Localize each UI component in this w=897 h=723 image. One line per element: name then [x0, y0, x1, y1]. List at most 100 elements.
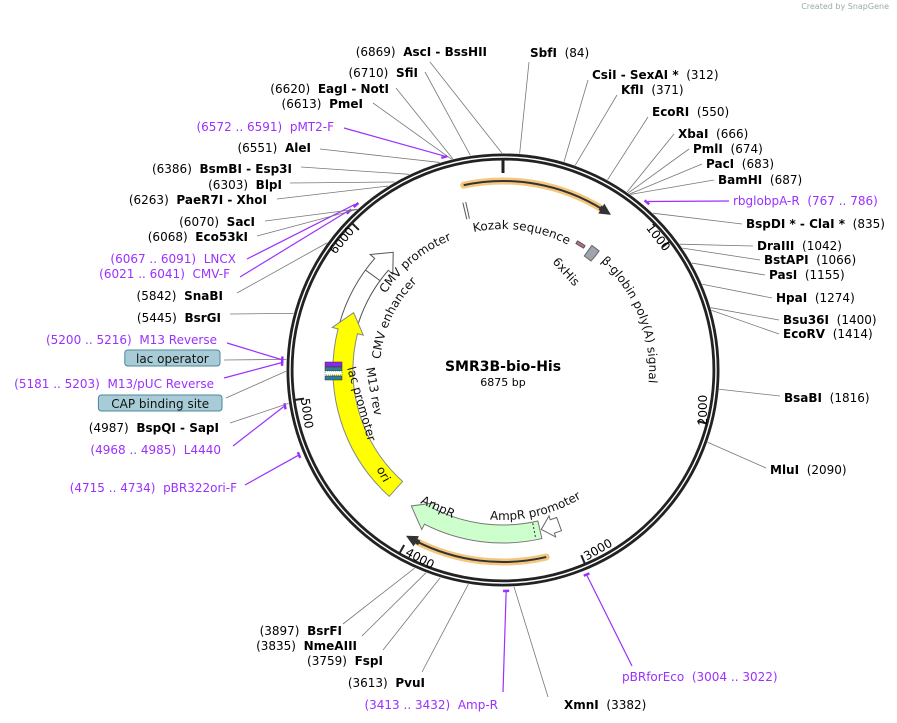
- enzyme-site[interactable]: (6710) SfiI: [348, 66, 418, 80]
- leader-line: [229, 312, 294, 315]
- primer-site[interactable]: (6067 .. 6091) LNCX: [110, 252, 236, 266]
- spacer: [799, 463, 807, 477]
- site-label: (5445) BsrGI: [137, 311, 221, 325]
- enzyme-site[interactable]: PmlI (674): [693, 142, 763, 156]
- primer-site[interactable]: (4715 .. 4734) pBR322ori-F: [70, 481, 237, 495]
- site-location: (6070): [179, 215, 219, 229]
- site-label: XbaI (666): [678, 127, 748, 141]
- feature-label-kozak: Kozak sequence: [472, 218, 573, 248]
- primer-site[interactable]: rbglobpA-R (767 .. 786): [733, 194, 878, 208]
- leader-line: [276, 185, 388, 200]
- primer-site[interactable]: (6021 .. 6041) CMV-F: [99, 267, 230, 281]
- primer-site[interactable]: pBRforEco (3004 .. 3022): [622, 670, 778, 684]
- site-location: (835): [853, 217, 885, 231]
- spacer: [684, 670, 692, 684]
- enzyme-site[interactable]: (6068) Eco53kI: [148, 230, 248, 244]
- feature-site[interactable]: lac operator: [124, 349, 221, 367]
- feature-site[interactable]: CAP binding site: [97, 394, 223, 412]
- primer-site[interactable]: (6572 .. 6591) pMT2-F: [196, 120, 334, 134]
- enzyme-site[interactable]: PacI (683): [706, 157, 774, 171]
- spacer: [829, 313, 837, 327]
- site-label: (6620) EagI - NotI: [270, 82, 389, 96]
- site-label: EcoRI (550): [652, 105, 729, 119]
- leader-line: [586, 575, 633, 667]
- site-name: pBRforEco: [622, 670, 684, 684]
- spacer: [557, 46, 565, 60]
- enzyme-site[interactable]: XbaI (666): [678, 127, 748, 141]
- primer-site[interactable]: (5181 .. 5203) M13/pUC Reverse: [14, 377, 214, 391]
- site-name: NmeAIII: [304, 639, 357, 653]
- spacer: [196, 252, 204, 266]
- enzyme-site[interactable]: EcoRV (1414): [783, 327, 873, 341]
- enzyme-site[interactable]: (3613) PvuI: [348, 676, 425, 690]
- enzyme-site[interactable]: (3897) BsrFI: [260, 624, 342, 638]
- enzyme-site[interactable]: BspDI * - ClaI * (835): [746, 217, 885, 231]
- enzyme-site[interactable]: BamHI (687): [718, 173, 802, 187]
- leader-line: [629, 163, 703, 195]
- site-label: (6572 .. 6591) pMT2-F: [196, 120, 334, 134]
- enzyme-site[interactable]: XmnI (3382): [564, 698, 646, 712]
- plasmid-length: 6875 bp: [480, 376, 525, 389]
- site-name: BsaBI: [784, 391, 822, 405]
- site-name: XmnI: [564, 698, 599, 712]
- enzyme-site[interactable]: (3759) FspI: [307, 654, 383, 668]
- enzyme-site[interactable]: CsiI - SexAI * (312): [592, 68, 719, 82]
- enzyme-site[interactable]: (4987) BspQI - SapI: [89, 421, 219, 435]
- enzyme-site[interactable]: MluI (2090): [770, 463, 847, 477]
- site-location: (6572 .. 6591): [196, 120, 282, 134]
- site-labels: SbfI (84)CsiI - SexAI * (312)KflI (371) E…: [14, 45, 885, 712]
- primer-site[interactable]: (5200 .. 5216) M13 Reverse: [46, 333, 217, 347]
- site-label: HpaI (1274): [776, 291, 855, 305]
- site-label: (6613) PmeI: [282, 97, 363, 111]
- site-name: BsrFI: [307, 624, 342, 638]
- enzyme-site[interactable]: (6386) BsmBI - Esp3I: [152, 162, 292, 176]
- leader-line: [707, 441, 767, 469]
- feature-box-label: CAP binding site: [111, 397, 209, 411]
- site-name: M13 Reverse: [139, 333, 217, 347]
- leader-line: [626, 133, 675, 193]
- enzyme-site[interactable]: (6070) SacI: [179, 215, 255, 229]
- leader-line: [702, 283, 773, 299]
- leader-line: [226, 342, 282, 361]
- spacer: [825, 327, 833, 341]
- spacer: [450, 698, 458, 712]
- enzyme-site[interactable]: Bsu36I (1400): [783, 313, 877, 327]
- site-name: PacI: [706, 157, 734, 171]
- enzyme-site[interactable]: EcoRI (550): [652, 105, 729, 119]
- enzyme-site[interactable]: BsaBI (1816): [784, 391, 870, 405]
- site-name: SacI: [227, 215, 255, 229]
- leader-line: [652, 212, 743, 225]
- leader-line: [300, 166, 410, 175]
- enzyme-site[interactable]: KflI (371): [621, 83, 684, 97]
- primer-site[interactable]: (3413 .. 3432) Amp-R: [364, 698, 498, 712]
- enzyme-site[interactable]: HpaI (1274): [776, 291, 855, 305]
- site-location: (4968 .. 4985): [90, 443, 176, 457]
- enzyme-site[interactable]: PasI (1155): [769, 268, 845, 282]
- ampr-promoter-arrow: [540, 514, 563, 538]
- cap-site-box: [324, 370, 343, 376]
- enzyme-site[interactable]: (5842) SnaBI: [137, 289, 223, 303]
- site-name: PaeR7I - XhoI: [176, 193, 267, 207]
- enzyme-site[interactable]: (6613) PmeI: [282, 97, 363, 111]
- enzyme-site[interactable]: (6303) BlpI: [208, 178, 282, 192]
- enzyme-site[interactable]: DraIII (1042): [757, 239, 842, 253]
- enzyme-site[interactable]: SbfI (84): [530, 46, 589, 60]
- spacer: [169, 193, 177, 207]
- enzyme-site[interactable]: (5445) BsrGI: [137, 311, 221, 325]
- enzyme-site[interactable]: (6263) PaeR7I - XhoI: [129, 193, 267, 207]
- leader-line: [711, 309, 780, 335]
- site-location: (84): [565, 46, 590, 60]
- enzyme-site[interactable]: (6869) AscI - BssHII: [356, 45, 487, 59]
- site-label: SbfI (84): [530, 46, 589, 60]
- orf-arc-top: [463, 180, 604, 211]
- spacer: [599, 698, 607, 712]
- enzyme-site[interactable]: (6551) AleI: [237, 141, 311, 155]
- site-label: PasI (1155): [769, 268, 845, 282]
- enzyme-site[interactable]: (3835) NmeAIII: [256, 639, 357, 653]
- enzyme-site[interactable]: BstAPI (1066): [764, 253, 856, 267]
- leader-line: [319, 148, 440, 163]
- primer-site[interactable]: (4968 .. 4985) L4440: [90, 443, 221, 457]
- enzyme-site[interactable]: (6620) EagI - NotI: [270, 82, 389, 96]
- site-location: (3613): [348, 676, 388, 690]
- site-location: (5181 .. 5203): [14, 377, 100, 391]
